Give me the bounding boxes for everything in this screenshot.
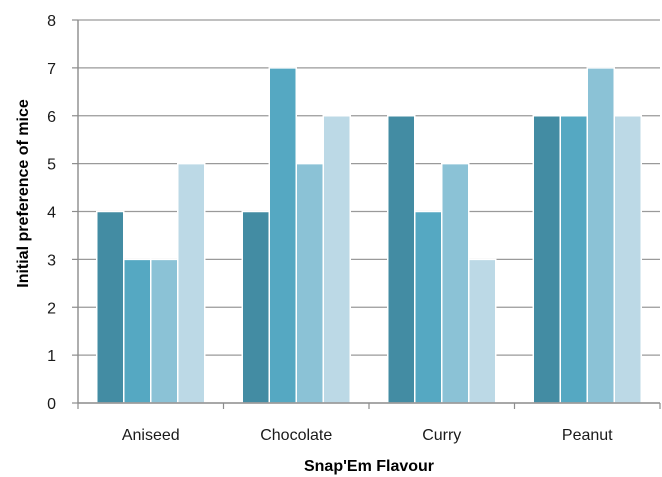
bar xyxy=(322,115,351,404)
bar xyxy=(96,210,125,404)
y-tick-label: 0 xyxy=(47,396,56,413)
y-tick-label: 1 xyxy=(47,348,56,365)
y-tick-label: 3 xyxy=(47,252,56,269)
bar xyxy=(295,162,324,404)
bar xyxy=(586,67,615,404)
axes xyxy=(72,19,661,409)
y-tick-label: 7 xyxy=(47,61,56,78)
bar xyxy=(532,115,561,404)
y-tick-label: 6 xyxy=(47,109,56,126)
bar xyxy=(613,115,642,404)
x-axis-title: Snap'Em Flavour xyxy=(304,458,434,475)
bar xyxy=(268,67,297,404)
bar xyxy=(441,162,470,404)
y-tick-label: 5 xyxy=(47,157,56,174)
bar xyxy=(150,258,179,404)
bar xyxy=(559,115,588,404)
bar xyxy=(414,210,443,404)
bar xyxy=(177,162,206,404)
y-axis-title: Initial preference of mice xyxy=(15,99,32,288)
y-tick-label: 4 xyxy=(47,205,56,222)
y-tick-labels: 0 1 2 3 4 5 6 7 8 xyxy=(47,13,56,413)
x-tick-label: Curry xyxy=(422,427,461,444)
x-tick-label: Peanut xyxy=(562,427,613,444)
bar xyxy=(387,115,416,404)
bar xyxy=(468,258,497,404)
x-tick-labels: Aniseed Chocolate Curry Peanut xyxy=(122,427,613,444)
bars xyxy=(96,67,642,404)
bar xyxy=(123,258,152,404)
x-tick-label: Aniseed xyxy=(122,427,180,444)
y-tick-label: 8 xyxy=(47,13,56,30)
y-tick-label: 2 xyxy=(47,300,56,317)
x-tick-label: Chocolate xyxy=(260,427,332,444)
bar xyxy=(241,210,270,404)
